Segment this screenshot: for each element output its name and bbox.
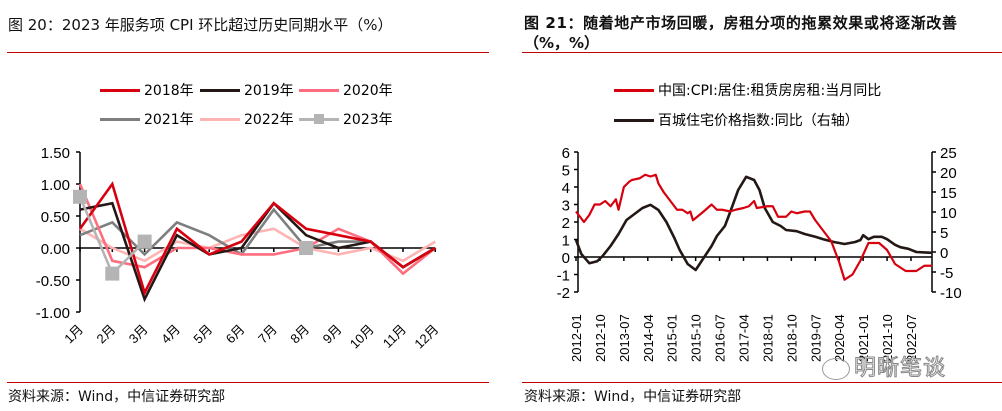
x-tick-label: 3月 [126,322,151,347]
left-y-tick-label: 1 [562,233,570,250]
title-rule [522,52,1002,53]
legend-item-house-price: 百城住宅价格指数:同比（右轴） [614,110,859,130]
x-tick-label: 2020-04 [832,314,847,362]
legend-item-2018: 2018年 [100,80,194,100]
source-note: 资料来源：Wind，中信证券研究部 [524,389,742,405]
watermark-text: 明晰笔谈 [853,356,947,382]
legend-swatch [200,117,240,121]
legend-label: 百城住宅价格指数:同比（右轴） [658,113,859,129]
data-point-2023 [105,266,120,281]
left-figure-panel: 图 20：2023 年服务项 CPI 环比超过历史同期水平（%） 2018年 2… [0,0,495,411]
title-rule [7,52,489,53]
x-tick-label: 2018-10 [784,314,799,362]
right-y-tick-label: 25 [940,145,957,162]
x-tick-label: 2015-10 [689,314,704,362]
watermark: 明晰笔谈 [822,350,946,382]
source-note: 资料来源：Wind，中信证券研究部 [8,389,226,405]
figure-21-title-units: （%，%） [524,34,600,52]
x-tick-label: 2012-10 [593,314,608,362]
y-tick-label: -0.50 [36,273,70,290]
series-line-house-price [574,175,933,272]
left-y-tick-label: 0 [562,250,570,267]
legend-label: 2022年 [244,112,294,128]
left-y-tick-label: 6 [562,145,570,162]
x-tick-label: 2019-07 [808,314,823,362]
right-y-tick-label: 10 [940,205,957,222]
legend-label: 2018年 [144,83,194,99]
legend-item-2022: 2022年 [200,109,294,129]
x-tick-label: 2017-04 [737,314,752,362]
x-tick-label: 2015-01 [665,314,680,362]
figure-20-title: 图 20：2023 年服务项 CPI 环比超过历史同期水平（%） [8,16,393,34]
data-point-2023 [137,234,152,249]
legend-swatch [100,117,140,121]
x-tick-label: 2021-10 [880,314,895,362]
source-rule [522,382,1002,383]
x-tick-label: 4月 [158,322,183,347]
y-tick-label: 0.00 [41,241,70,258]
left-y-tick-label: -2 [557,285,570,302]
series-line-2018年 [78,181,436,297]
source-rule [7,382,489,383]
legend-swatch [200,88,240,92]
y-tick-label: 1.00 [41,177,70,194]
legend-item-2021: 2021年 [100,109,194,129]
x-tick-label: 7月 [255,322,280,347]
left-y-tick-label: -1 [557,268,570,285]
square-marker-icon [314,113,324,124]
legend-label: 2020年 [343,83,393,99]
x-tick-label: 10月 [347,322,377,352]
x-tick-label: 12月 [411,322,441,352]
legend-item-rent-cpi: 中国:CPI:居住:租赁房房租:当月同比 [614,80,881,100]
left-y-tick-label: 3 [562,198,570,215]
right-y-tick-label: 0 [940,245,948,262]
series-line-rent-cpi [575,173,933,281]
left-y-tick-label: 5 [562,163,570,180]
series-line-2020年 [78,183,437,276]
x-tick-label: 2016-07 [713,314,728,362]
right-y-tick-label: -10 [940,285,962,302]
x-tick-label: 5月 [190,322,215,347]
x-tick-label: 2月 [94,322,119,347]
x-tick-label: 2021-01 [856,314,871,362]
legend-label: 2019年 [244,83,294,99]
left-y-tick-label: 4 [562,180,570,197]
x-tick-label: 6月 [223,322,248,347]
left-y-tick-label: 2 [562,215,570,232]
legend-swatch [299,113,339,124]
x-tick-label: 2018-01 [760,314,775,362]
x-tick-label: 2022-07 [904,314,919,362]
legend-item-2019: 2019年 [200,80,294,100]
y-tick-label: -1.00 [36,305,70,322]
data-point-2023 [73,189,87,204]
legend-item-2020: 2020年 [299,80,393,100]
right-y-tick-label: 5 [940,225,948,242]
figure-21-title: 图 21：随着地产市场回暖，房租分项的拖累效果或将逐渐改善 [524,14,958,32]
legend-swatch [100,88,140,92]
x-tick-label: 2012-01 [569,314,584,362]
legend-label: 中国:CPI:居住:租赁房房租:当月同比 [658,83,882,99]
right-y-tick-label: 15 [940,185,957,202]
x-tick-label: 11月 [380,322,409,351]
wechat-icon [822,358,850,380]
y-tick-label: 0.50 [41,209,70,226]
legend-swatch [299,88,339,92]
legend-label: 2023年 [343,112,393,128]
right-figure-panel: 图 21：随着地产市场回暖，房租分项的拖累效果或将逐渐改善 （%，%） 中国:C… [514,0,1002,411]
legend-label: 2021年 [144,112,194,128]
right-y-tick-label: 20 [940,165,957,182]
x-tick-label: 2013-07 [617,314,632,362]
x-tick-label: 2014-04 [641,314,656,362]
legend-swatch [614,88,654,92]
x-tick-label: 9月 [320,322,345,347]
legend-swatch [614,118,654,122]
y-tick-label: 1.50 [41,145,70,162]
x-tick-label: 8月 [287,322,312,347]
legend-item-2023: 2023年 [299,109,393,129]
x-tick-label: 1月 [61,322,86,347]
data-point-2023 [299,241,314,255]
right-y-tick-label: -5 [940,265,953,282]
